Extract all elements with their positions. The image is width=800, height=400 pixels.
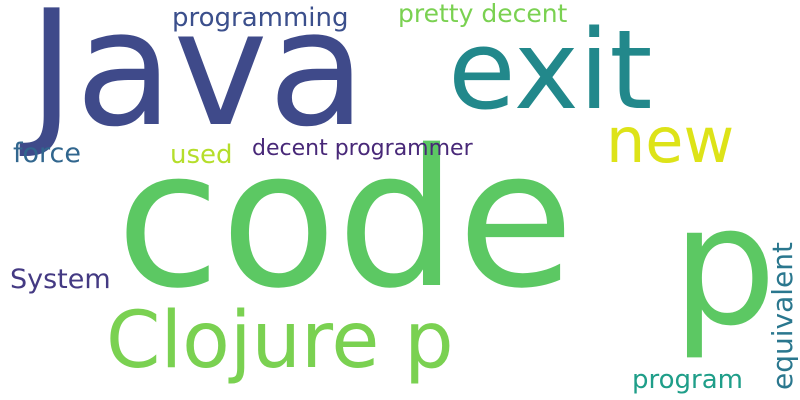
word-system: System bbox=[10, 264, 111, 295]
word-exit: exit bbox=[448, 6, 653, 134]
word-java: Java bbox=[19, 0, 366, 162]
word-pretty-decent: pretty decent bbox=[398, 0, 568, 28]
word-code: code bbox=[116, 109, 574, 330]
word-used: used bbox=[170, 140, 233, 170]
word-p: p bbox=[672, 170, 777, 362]
word-equivalent: equivalent bbox=[766, 242, 799, 390]
word-decent-programmer: decent programmer bbox=[252, 136, 474, 161]
word-new: new bbox=[606, 104, 734, 177]
word-program: program bbox=[632, 365, 743, 395]
word-clojure-p: Clojure p bbox=[106, 296, 454, 386]
word-programming: programming bbox=[172, 3, 349, 33]
word-force: force bbox=[13, 138, 81, 169]
